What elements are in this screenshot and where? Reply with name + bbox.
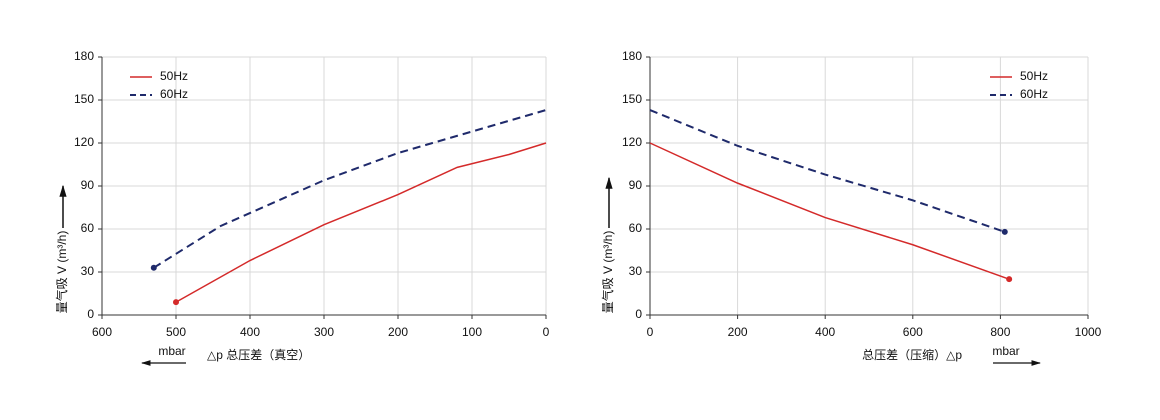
x-tick-label: 1000 — [1075, 325, 1102, 339]
y-axis-label: 量气吸 V (m³/h) — [600, 231, 615, 314]
y-tick-label: 90 — [81, 178, 95, 192]
x-tick-label: 0 — [543, 325, 550, 339]
x-tick-label: 400 — [240, 325, 260, 339]
y-tick-label: 120 — [622, 135, 642, 149]
y-tick-label: 0 — [635, 307, 642, 321]
y-tick-label: 120 — [74, 135, 94, 149]
x-tick-label: 400 — [815, 325, 835, 339]
series-line — [649, 142, 1010, 280]
x-tick-label: 600 — [903, 325, 923, 339]
series-line — [175, 142, 547, 303]
y-tick-label: 0 — [87, 307, 94, 321]
x-axis-label: △p 总压差（真空） — [207, 348, 310, 362]
y-tick-label: 90 — [629, 178, 643, 192]
y-axis-label: 量气吸 V (m³/h) — [54, 231, 69, 314]
x-tick-label: 200 — [388, 325, 408, 339]
x-tick-label: 800 — [990, 325, 1010, 339]
x-tick-label: 500 — [166, 325, 186, 339]
y-tick-label: 150 — [74, 92, 94, 106]
x-unit: mbar — [158, 344, 185, 358]
y-tick-label: 30 — [629, 264, 643, 278]
end-marker — [150, 264, 157, 271]
end-marker — [1006, 276, 1013, 283]
y-tick-label: 180 — [622, 49, 642, 63]
x-tick-label: 600 — [92, 325, 112, 339]
legend-label: 50Hz — [1020, 69, 1048, 83]
x-tick-label: 100 — [462, 325, 482, 339]
y-tick-label: 60 — [629, 221, 643, 235]
x-axis-label: 总压差（压缩）△p — [862, 347, 962, 362]
y-tick-label: 180 — [74, 49, 94, 63]
end-marker — [173, 299, 179, 306]
legend-label: 50Hz — [160, 69, 188, 83]
x-tick-label: 200 — [728, 325, 748, 339]
end-marker — [1001, 228, 1008, 235]
x-tick-label: 0 — [647, 325, 654, 339]
y-tick-label: 60 — [81, 221, 95, 235]
y-tick-label: 150 — [622, 92, 642, 106]
legend-label: 60Hz — [1020, 87, 1048, 101]
series-line — [153, 109, 547, 269]
x-tick-label: 300 — [314, 325, 334, 339]
y-tick-label: 30 — [81, 264, 95, 278]
legend-label: 60Hz — [160, 87, 188, 101]
series-line — [649, 109, 1006, 233]
x-unit: mbar — [992, 344, 1019, 358]
